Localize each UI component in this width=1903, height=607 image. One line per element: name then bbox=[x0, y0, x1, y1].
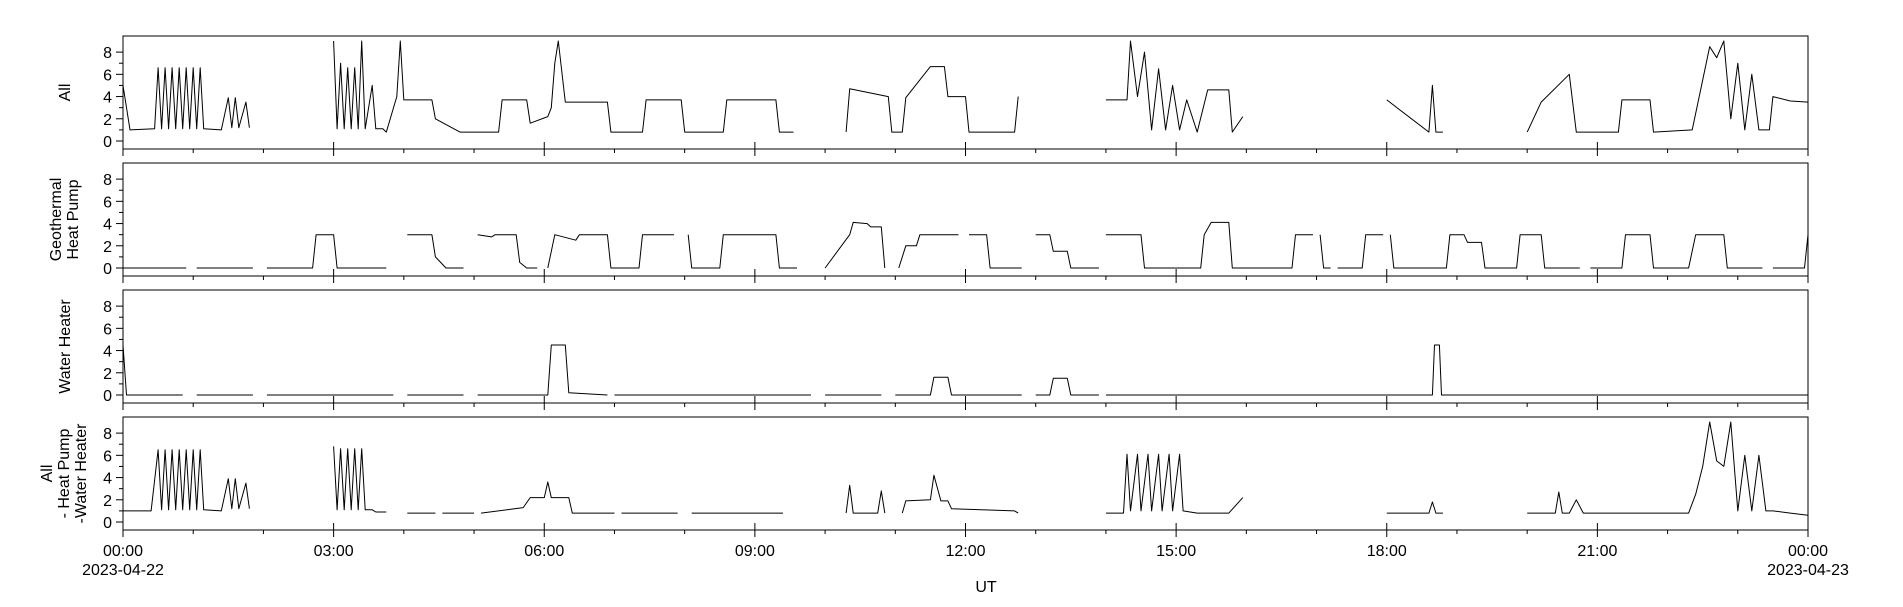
series-line bbox=[122, 40, 1809, 133]
panel-frame bbox=[122, 162, 1809, 277]
panel-4: 0 2 4 6 8 All - Heat Pump -Water Heater bbox=[39, 416, 1809, 537]
series-line bbox=[123, 221, 1809, 269]
y-tick-label: 4 bbox=[103, 217, 112, 234]
x-tick-label: 03:00 bbox=[314, 543, 354, 560]
y-tick-label: 6 bbox=[103, 194, 112, 211]
y-tick-label: 8 bbox=[103, 426, 112, 443]
y-tick-label: 2 bbox=[103, 493, 112, 510]
panel-3: 0 2 4 6 8 Water Heater bbox=[57, 289, 1809, 410]
x-tick-sublabel: 2023-04-23 bbox=[1767, 562, 1849, 579]
x-tick-label: 15:00 bbox=[1156, 543, 1196, 560]
x-axis-label: UT bbox=[975, 579, 997, 596]
x-tick-label: 18:00 bbox=[1367, 543, 1407, 560]
y-axis-label: Heat Pump bbox=[65, 179, 82, 259]
panel-frame bbox=[122, 289, 1809, 404]
y-tick-label: 0 bbox=[103, 388, 112, 405]
panels: 0 2 4 6 8 All 0 2 4 6 8 Geothermal Heat Pump 0 2 4 6 8 Wat… bbox=[39, 35, 1809, 537]
series-line bbox=[122, 344, 1808, 396]
y-tick-label: 4 bbox=[103, 471, 112, 488]
x-tick-label: 12:00 bbox=[945, 543, 985, 560]
y-tick-label: 2 bbox=[103, 239, 112, 256]
x-tick-label: 00:00 bbox=[1788, 543, 1828, 560]
y-tick-label: 0 bbox=[103, 515, 112, 532]
y-tick-label: 6 bbox=[103, 448, 112, 465]
y-tick-label: 0 bbox=[103, 261, 112, 278]
y-axis-label: All bbox=[57, 84, 74, 102]
y-tick-label: 2 bbox=[103, 112, 112, 129]
x-axis: 00:00 2023-04-22 03:00 06:00 09:00 12:00 15:00… bbox=[82, 543, 1849, 579]
x-tick-label: 09:00 bbox=[735, 543, 775, 560]
y-tick-label: 4 bbox=[103, 344, 112, 361]
y-axis-label: -Water Heater bbox=[73, 423, 90, 524]
y-axis-label: - Heat Pump bbox=[56, 428, 73, 518]
x-tick-label: 00:00 bbox=[103, 543, 143, 560]
y-tick-label: 8 bbox=[103, 172, 112, 189]
panel-2: 0 2 4 6 8 Geothermal Heat Pump bbox=[48, 162, 1809, 283]
x-tick-label: 21:00 bbox=[1577, 543, 1617, 560]
y-axis-label: Water Heater bbox=[57, 299, 74, 394]
y-tick-label: 6 bbox=[103, 321, 112, 338]
x-tick-label: 06:00 bbox=[524, 543, 564, 560]
panel-frame bbox=[122, 35, 1809, 150]
y-tick-label: 2 bbox=[103, 366, 112, 383]
y-axis-label: All bbox=[39, 465, 56, 483]
x-tick-sublabel: 2023-04-22 bbox=[82, 562, 164, 579]
series-line bbox=[123, 421, 1809, 516]
panel-1: 0 2 4 6 8 All bbox=[57, 35, 1809, 156]
y-tick-label: 0 bbox=[103, 134, 112, 151]
y-tick-label: 8 bbox=[103, 45, 112, 62]
y-axis-label: Geothermal bbox=[48, 178, 65, 262]
y-tick-label: 4 bbox=[103, 90, 112, 107]
y-tick-label: 8 bbox=[103, 299, 112, 316]
y-tick-label: 6 bbox=[103, 67, 112, 84]
